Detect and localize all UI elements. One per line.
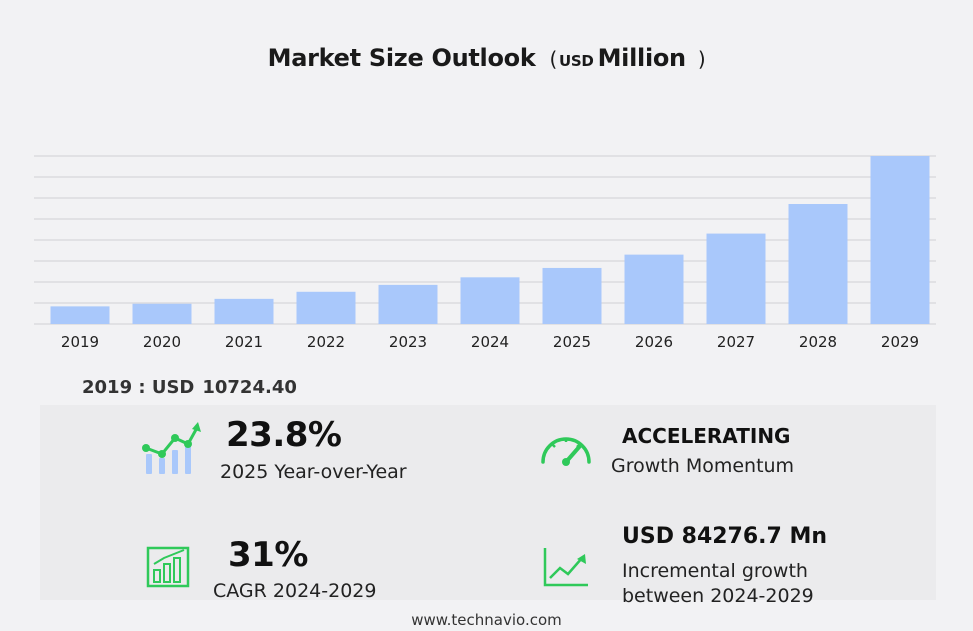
yoy-label: 2025 Year-over-Year <box>220 461 407 483</box>
incremental-label-line1: Incremental growth <box>622 560 808 582</box>
x-tick-label-2028: 2028 <box>799 333 837 351</box>
x-tick-label-2025: 2025 <box>553 333 591 351</box>
x-tick-label-2029: 2029 <box>881 333 919 351</box>
base-year-value: 10724.40 <box>202 377 297 398</box>
bar-2026 <box>624 254 684 324</box>
x-tick-label-2022: 2022 <box>307 333 345 351</box>
x-tick-label-2023: 2023 <box>389 333 427 351</box>
x-tick-label-2027: 2027 <box>717 333 755 351</box>
base-year-label: 2019 : USD 10724.40 <box>82 377 297 398</box>
growth-chart-icon <box>142 422 201 474</box>
bar-chart: 2019 2020 2021 2022 2023 2024 2025 2026 2027 2028… <box>34 155 936 351</box>
x-tick-label-2020: 2020 <box>143 333 181 351</box>
title-scale: Million <box>597 44 687 72</box>
momentum-label: Growth Momentum <box>611 455 795 477</box>
footer-url: www.technavio.com <box>411 611 562 629</box>
bar-2027 <box>706 233 766 324</box>
incremental-value: USD 84276.7 Mn <box>622 524 828 549</box>
momentum-value: ACCELERATING <box>622 424 791 448</box>
bar-2025 <box>542 267 602 324</box>
x-tick-label-2021: 2021 <box>225 333 263 351</box>
cagr-label: CAGR 2024-2029 <box>213 580 377 602</box>
title-paren-open: ( <box>549 47 558 71</box>
incremental-label-line2: between 2024-2029 <box>622 585 814 607</box>
speedometer-icon <box>541 437 591 466</box>
title-text: Market Size Outlook <box>267 44 536 72</box>
cagr-value: 31% <box>228 535 308 575</box>
x-tick-label-2026: 2026 <box>635 333 673 351</box>
title-paren-close: ) <box>697 47 706 71</box>
metrics-panel <box>40 405 936 600</box>
bar-2022 <box>296 291 356 324</box>
bar-2020 <box>132 303 192 324</box>
yoy-value: 23.8% <box>226 415 342 455</box>
bar-2028 <box>788 204 848 324</box>
base-year-prefix: 2019 : USD <box>82 377 195 398</box>
bar-2024 <box>460 277 520 324</box>
bar-2023 <box>378 284 438 324</box>
trend-up-icon <box>543 548 588 587</box>
chart-title: Market Size Outlook (USD Million) <box>0 44 973 72</box>
x-tick-label-2019: 2019 <box>61 333 99 351</box>
x-tick-label-2024: 2024 <box>471 333 509 351</box>
bar-2019 <box>50 306 110 324</box>
bar-2021 <box>214 298 274 324</box>
bar-chart-icon <box>146 546 190 588</box>
title-currency: USD <box>559 52 594 70</box>
bar-2029 <box>870 156 930 324</box>
